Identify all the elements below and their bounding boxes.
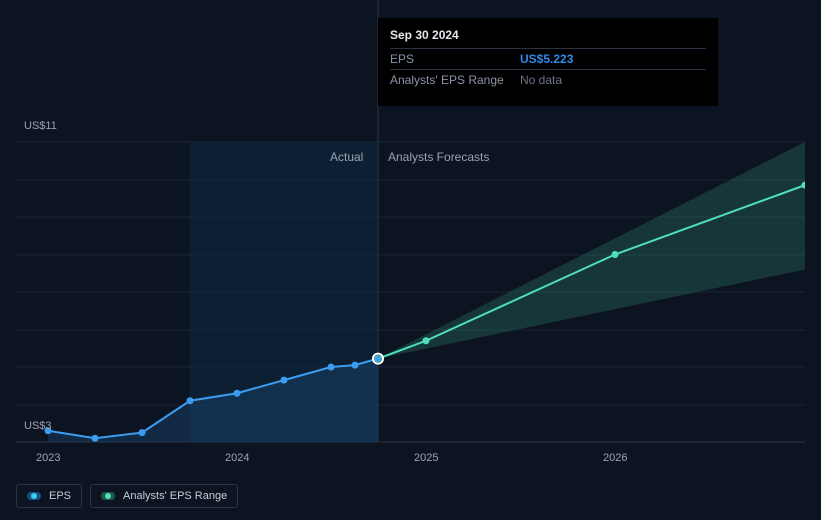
tooltip-key: Analysts' EPS Range bbox=[390, 73, 520, 87]
legend-swatch-icon bbox=[101, 492, 115, 500]
legend-label: EPS bbox=[49, 490, 71, 502]
chart-legend: EPS Analysts' EPS Range bbox=[16, 484, 238, 508]
tooltip-key: EPS bbox=[390, 52, 520, 66]
legend-item-range[interactable]: Analysts' EPS Range bbox=[90, 484, 238, 508]
y-axis-label: US$11 bbox=[24, 120, 57, 132]
tooltip-value: US$5.223 bbox=[520, 52, 573, 66]
tooltip-row-eps: EPS US$5.223 bbox=[390, 48, 706, 69]
legend-label: Analysts' EPS Range bbox=[123, 490, 227, 502]
x-axis-label: 2026 bbox=[603, 452, 627, 464]
y-axis-label: US$3 bbox=[24, 420, 52, 432]
region-label-forecast: Analysts Forecasts bbox=[388, 150, 489, 164]
tooltip-date: Sep 30 2024 bbox=[390, 28, 706, 42]
x-axis-label: 2023 bbox=[36, 452, 60, 464]
chart-tooltip: Sep 30 2024 EPS US$5.223 Analysts' EPS R… bbox=[378, 18, 718, 106]
x-axis-label: 2025 bbox=[414, 452, 438, 464]
x-axis-label: 2024 bbox=[225, 452, 249, 464]
tooltip-row-range: Analysts' EPS Range No data bbox=[390, 69, 706, 90]
tooltip-value: No data bbox=[520, 73, 562, 87]
region-label-actual: Actual bbox=[330, 150, 363, 164]
legend-swatch-icon bbox=[27, 492, 41, 500]
legend-item-eps[interactable]: EPS bbox=[16, 484, 82, 508]
